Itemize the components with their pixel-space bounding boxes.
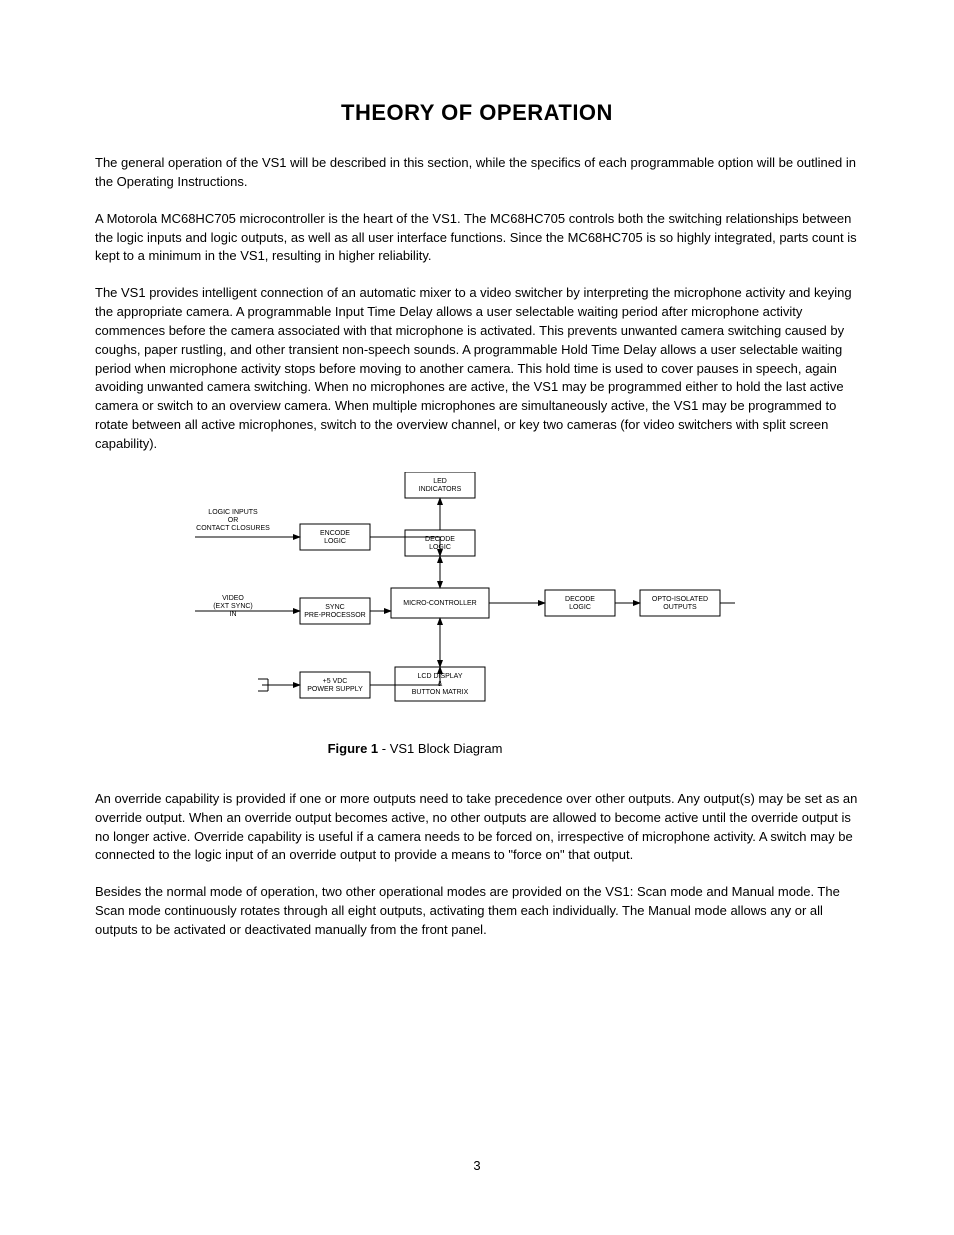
svg-text:LED: LED (433, 478, 447, 485)
spacer (95, 762, 859, 790)
svg-text:LOGIC: LOGIC (569, 604, 591, 611)
paragraph-5: Besides the normal mode of operation, tw… (95, 883, 859, 940)
svg-text:SYNC: SYNC (325, 604, 344, 611)
figure-caption: Figure 1 - VS1 Block Diagram (95, 741, 735, 756)
paragraph-4: An override capability is provided if on… (95, 790, 859, 865)
svg-text:(EXT SYNC): (EXT SYNC) (213, 603, 253, 610)
svg-text:CONTACT CLOSURES: CONTACT CLOSURES (196, 525, 270, 532)
svg-text:DECODE: DECODE (565, 596, 595, 603)
svg-text:LOGIC INPUTS: LOGIC INPUTS (208, 509, 258, 516)
svg-text:VIDEO: VIDEO (222, 595, 244, 602)
paragraph-2: A Motorola MC68HC705 microcontroller is … (95, 210, 859, 267)
svg-text:PRE-PROCESSOR: PRE-PROCESSOR (304, 612, 365, 619)
svg-text:LOGIC: LOGIC (324, 538, 346, 545)
svg-text:POWER SUPPLY: POWER SUPPLY (307, 686, 363, 693)
page-title: THEORY OF OPERATION (95, 100, 859, 126)
svg-text:INDICATORS: INDICATORS (419, 486, 462, 493)
block-diagram: LOGIC INPUTSORCONTACT CLOSURES VIDEO(EXT … (95, 472, 735, 732)
svg-text:+5 VDC: +5 VDC (323, 678, 348, 685)
svg-text:OUTPUTS: OUTPUTS (663, 604, 697, 611)
figure-caption-rest: - VS1 Block Diagram (378, 741, 502, 756)
page-number: 3 (0, 1158, 954, 1173)
paragraph-1: The general operation of the VS1 will be… (95, 154, 859, 192)
figure-caption-bold: Figure 1 (328, 741, 379, 756)
paragraph-3: The VS1 provides intelligent connection … (95, 284, 859, 454)
svg-text:OPTO-ISOLATED: OPTO-ISOLATED (652, 596, 708, 603)
svg-text:BUTTON MATRIX: BUTTON MATRIX (412, 689, 469, 696)
svg-text:IN: IN (230, 611, 237, 618)
svg-text:MICRO-CONTROLLER: MICRO-CONTROLLER (403, 600, 477, 607)
figure-1: LOGIC INPUTSORCONTACT CLOSURES VIDEO(EXT … (95, 472, 735, 756)
svg-text:ENCODE: ENCODE (320, 530, 350, 537)
svg-text:OR: OR (228, 517, 239, 524)
page: THEORY OF OPERATION The general operatio… (0, 0, 954, 1235)
